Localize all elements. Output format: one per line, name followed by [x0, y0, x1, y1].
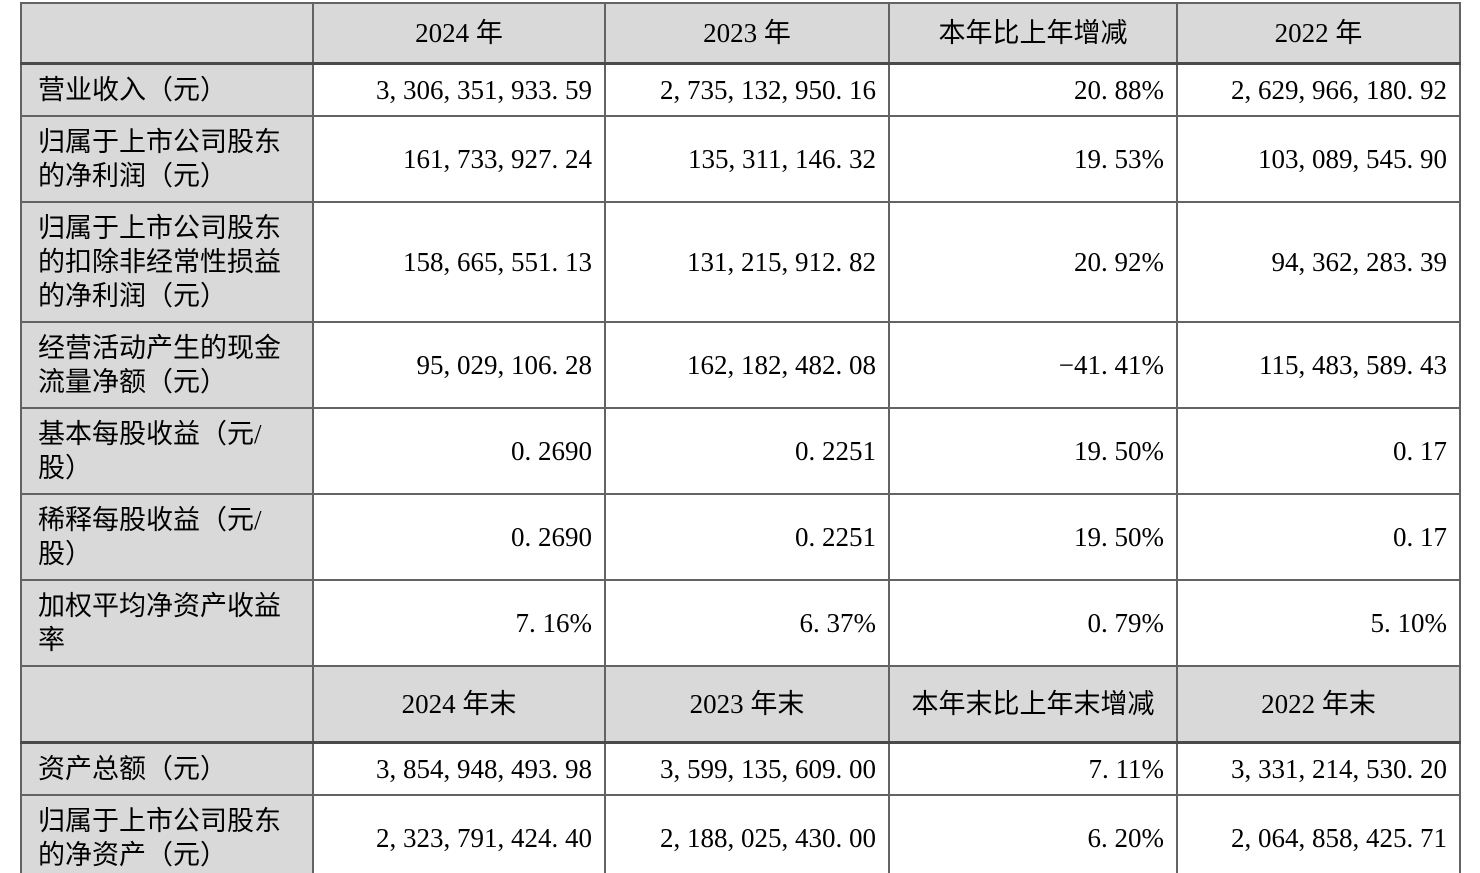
value-2024-cell: 0. 2690 — [312, 407, 606, 495]
value-2023-cell: 135, 311, 146. 32 — [604, 115, 890, 203]
value-2023-cell: 0. 2251 — [604, 407, 890, 495]
change-percent-cell: 19. 50% — [888, 407, 1178, 495]
value-2024-cell: 0. 2690 — [312, 493, 606, 581]
value-2022-cell: 2, 629, 966, 180. 92 — [1176, 62, 1461, 117]
change-percent-cell: 20. 88% — [888, 62, 1178, 117]
header-2023-cell: 2023 年 — [604, 2, 890, 65]
value-2022-cell: 3, 331, 214, 530. 20 — [1176, 741, 1461, 796]
value-2023-cell: 2, 735, 132, 950. 16 — [604, 62, 890, 117]
row-label-cell: 加权平均净资产收益 率 — [20, 579, 314, 667]
value-2022-cell: 0. 17 — [1176, 493, 1461, 581]
value-2022-cell: 2, 064, 858, 425. 71 — [1176, 794, 1461, 873]
row-label-cell: 归属于上市公司股东 的净资产（元） — [20, 794, 314, 873]
table-row-basic-eps: 基本每股收益（元/ 股） 0. 2690 0. 2251 19. 50% 0. … — [20, 407, 1461, 495]
change-percent-cell: 19. 53% — [888, 115, 1178, 203]
row-label-cell: 营业收入（元） — [20, 62, 314, 117]
header-2024-cell: 2024 年 — [312, 2, 606, 65]
header-empty-cell — [20, 2, 314, 65]
change-percent-cell: 20. 92% — [888, 201, 1178, 323]
value-2023-cell: 6. 37% — [604, 579, 890, 667]
row-label-cell: 稀释每股收益（元/ 股） — [20, 493, 314, 581]
change-percent-cell: 19. 50% — [888, 493, 1178, 581]
row-label-cell: 归属于上市公司股东 的扣除非经常性损益 的净利润（元） — [20, 201, 314, 323]
table-row-operating-revenue: 营业收入（元） 3, 306, 351, 933. 59 2, 735, 132… — [20, 62, 1461, 117]
value-2024-cell: 3, 854, 948, 493. 98 — [312, 741, 606, 796]
value-2022-cell: 115, 483, 589. 43 — [1176, 321, 1461, 409]
row-label-cell: 资产总额（元） — [20, 741, 314, 796]
row-label-cell: 归属于上市公司股东 的净利润（元） — [20, 115, 314, 203]
header-2023-year-end-cell: 2023 年末 — [604, 665, 890, 744]
financial-summary-table: 2024 年 2023 年 本年比上年增减 2022 年 营业收入（元） 3, … — [20, 2, 1461, 873]
row-label-cell: 基本每股收益（元/ 股） — [20, 407, 314, 495]
table-row-weighted-avg-roe: 加权平均净资产收益 率 7. 16% 6. 37% 0. 79% 5. 10% — [20, 579, 1461, 667]
value-2022-cell: 94, 362, 283. 39 — [1176, 201, 1461, 323]
table-row-total-assets: 资产总额（元） 3, 854, 948, 493. 98 3, 599, 135… — [20, 741, 1461, 796]
header-year-end-change-cell: 本年末比上年末增减 — [888, 665, 1178, 744]
table-row-net-profit-excl-nonrecurring: 归属于上市公司股东 的扣除非经常性损益 的净利润（元） 158, 665, 55… — [20, 201, 1461, 323]
table-row-net-profit-attributable: 归属于上市公司股东 的净利润（元） 161, 733, 927. 24 135,… — [20, 115, 1461, 203]
change-percent-cell: 6. 20% — [888, 794, 1178, 873]
row-label-cell: 经营活动产生的现金 流量净额（元） — [20, 321, 314, 409]
value-2024-cell: 158, 665, 551. 13 — [312, 201, 606, 323]
header-yoy-change-cell: 本年比上年增减 — [888, 2, 1178, 65]
value-2022-cell: 103, 089, 545. 90 — [1176, 115, 1461, 203]
value-2024-cell: 95, 029, 106. 28 — [312, 321, 606, 409]
value-2022-cell: 5. 10% — [1176, 579, 1461, 667]
value-2024-cell: 3, 306, 351, 933. 59 — [312, 62, 606, 117]
value-2023-cell: 162, 182, 482. 08 — [604, 321, 890, 409]
table-header-row-annual: 2024 年 2023 年 本年比上年增减 2022 年 — [20, 2, 1461, 65]
value-2024-cell: 2, 323, 791, 424. 40 — [312, 794, 606, 873]
value-2023-cell: 131, 215, 912. 82 — [604, 201, 890, 323]
table-row-operating-cash-flow: 经营活动产生的现金 流量净额（元） 95, 029, 106. 28 162, … — [20, 321, 1461, 409]
value-2023-cell: 0. 2251 — [604, 493, 890, 581]
table-row-diluted-eps: 稀释每股收益（元/ 股） 0. 2690 0. 2251 19. 50% 0. … — [20, 493, 1461, 581]
value-2022-cell: 0. 17 — [1176, 407, 1461, 495]
change-percent-cell: −41. 41% — [888, 321, 1178, 409]
value-2024-cell: 7. 16% — [312, 579, 606, 667]
value-2023-cell: 3, 599, 135, 609. 00 — [604, 741, 890, 796]
table-header-row-year-end: 2024 年末 2023 年末 本年末比上年末增减 2022 年末 — [20, 665, 1461, 744]
table-row-net-assets-attributable: 归属于上市公司股东 的净资产（元） 2, 323, 791, 424. 40 2… — [20, 794, 1461, 873]
header-2022-cell: 2022 年 — [1176, 2, 1461, 65]
header-2024-year-end-cell: 2024 年末 — [312, 665, 606, 744]
header-2022-year-end-cell: 2022 年末 — [1176, 665, 1461, 744]
change-percent-cell: 0. 79% — [888, 579, 1178, 667]
header-empty-cell — [20, 665, 314, 744]
value-2023-cell: 2, 188, 025, 430. 00 — [604, 794, 890, 873]
change-percent-cell: 7. 11% — [888, 741, 1178, 796]
value-2024-cell: 161, 733, 927. 24 — [312, 115, 606, 203]
